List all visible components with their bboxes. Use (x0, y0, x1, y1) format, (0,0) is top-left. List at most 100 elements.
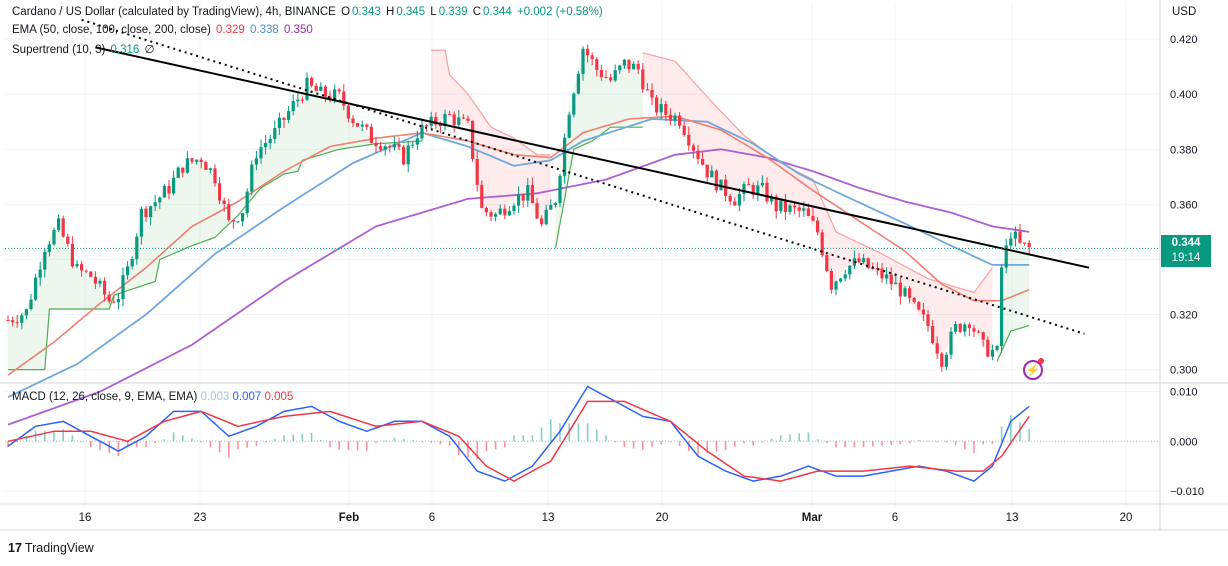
lightning-icon[interactable]: ⚡ (1023, 360, 1043, 380)
candle-body (218, 183, 222, 201)
candle-body (880, 268, 884, 279)
macd-histogram-bar (356, 441, 359, 451)
candle-body (526, 185, 530, 201)
legend-supertrend-row[interactable]: Supertrend (10, 3) 0.316 ∅ (12, 42, 157, 56)
macd-histogram-bar (623, 441, 626, 448)
candle-body (411, 144, 415, 146)
symbol-name[interactable]: Cardano / US Dollar (calculated by Tradi… (12, 6, 336, 18)
macd-histogram-bar (780, 435, 782, 442)
macd-histogram-bar (163, 439, 166, 442)
candle-body (199, 159, 203, 162)
candle-body (489, 212, 493, 217)
candle-body (995, 346, 999, 350)
candle-body (282, 117, 286, 120)
candle-body (668, 114, 672, 121)
candle-body (466, 118, 470, 121)
macd-histogram-bar (44, 430, 46, 442)
macd-histogram-bar (494, 441, 497, 450)
tradingview-logo-icon: 17 (8, 541, 22, 555)
candle-body (632, 63, 636, 70)
candle-body (162, 185, 166, 198)
candle-body (664, 103, 668, 115)
supertrend-line (8, 140, 423, 371)
candle-body (250, 164, 254, 192)
candle-body (268, 138, 272, 144)
candle-body (43, 251, 47, 270)
macd-histogram-bar (540, 427, 543, 442)
macd-histogram-bar (347, 441, 350, 451)
bar-countdown: 19:14 (1171, 252, 1201, 264)
candle-body (507, 211, 511, 216)
candle-body (61, 218, 65, 237)
macd-histogram-bar (688, 441, 690, 452)
candle-body (903, 288, 907, 297)
macd-histogram-bar (734, 441, 736, 447)
candle-body (342, 91, 346, 106)
macd-histogram-bar (752, 441, 754, 446)
candle-body (820, 232, 824, 256)
macd-histogram-bar (826, 441, 828, 444)
candle-body (498, 208, 502, 215)
macd-histogram-bar (844, 441, 846, 448)
candle-body (365, 124, 369, 127)
macd-tick-label: 0.000 (1170, 436, 1198, 448)
macd-histogram-bar (218, 441, 221, 453)
macd-histogram-bar (651, 441, 653, 447)
candle-body (208, 168, 212, 170)
candle-body (185, 158, 189, 173)
candle-body (379, 146, 383, 150)
macd-histogram-bar (918, 440, 920, 442)
legend-ema-row[interactable]: EMA (50, close, 100, close, 200, close) … (12, 24, 315, 36)
candle-body (774, 196, 778, 212)
macd-tick-label: 0.010 (1170, 386, 1198, 398)
candle-body (604, 77, 608, 79)
candle-body (461, 117, 465, 119)
macd-histogram-bar (862, 441, 865, 448)
candle-body (475, 158, 479, 185)
candle-body (696, 150, 700, 160)
tradingview-watermark[interactable]: 17 TradingView (8, 541, 94, 555)
macd-histogram-bar (117, 441, 120, 457)
macd-histogram-bar (430, 441, 432, 443)
candle-body (687, 134, 691, 146)
macd-histogram-bar (872, 441, 874, 447)
candle-body (360, 124, 364, 127)
macd-histogram-bar (53, 431, 55, 442)
macd-histogram-bar (375, 441, 377, 444)
macd-histogram-bar (964, 441, 966, 450)
ema-label: EMA (50, close, 100, close, 200, close) (12, 24, 211, 36)
supertrend-fill (431, 50, 551, 227)
macd-histogram-bar (200, 441, 202, 443)
macd-histogram-bar (145, 441, 147, 448)
macd-histogram-bar (927, 440, 929, 442)
macd-histogram-bar (835, 441, 837, 448)
candle-body (204, 161, 208, 170)
ema200-value: 0.350 (283, 24, 313, 36)
macd-histogram-bar (522, 435, 524, 442)
time-tick-label: 13 (1006, 512, 1019, 524)
candle-body (1027, 242, 1031, 248)
macd-histogram-bar (62, 429, 64, 442)
candle-body (599, 69, 603, 78)
candle-body (296, 99, 300, 102)
candle-body (705, 164, 709, 178)
macd-histogram-bar (255, 441, 258, 447)
candle-body (1009, 238, 1013, 246)
candle-body (415, 138, 419, 145)
candle-body (609, 77, 613, 81)
candle-body (521, 194, 525, 201)
open-value: 0.343 (352, 6, 381, 18)
candle-body (954, 323, 958, 332)
candle-body (636, 63, 640, 70)
close-value: 0.344 (483, 6, 512, 18)
last-price-value: 0.344 (1171, 237, 1201, 249)
macd-histogram-bar (209, 441, 212, 447)
candle-body (875, 268, 879, 270)
candle-body (480, 184, 484, 208)
legend-macd-row[interactable]: MACD (12, 26, close, 9, EMA, EMA) 0.003 … (12, 391, 293, 403)
candle-body (627, 59, 631, 70)
candle-body (227, 204, 231, 221)
candle-body (319, 86, 323, 91)
candle-body (80, 264, 84, 271)
